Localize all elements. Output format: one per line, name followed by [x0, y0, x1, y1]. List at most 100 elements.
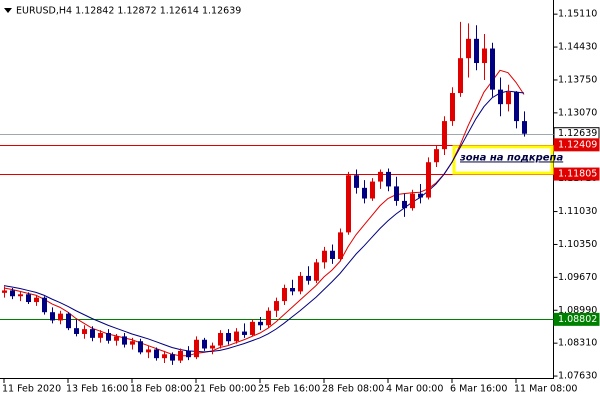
candle-body [378, 171, 383, 182]
candle-body [202, 339, 207, 349]
candle-body [242, 331, 247, 335]
candle-body [114, 336, 119, 341]
moving-average [3, 69, 525, 357]
candle-body [186, 350, 191, 358]
candle-body [98, 333, 103, 338]
x-tick-label: 25 Feb 16:00 [258, 384, 320, 395]
candle-body [170, 354, 175, 361]
candle-body [18, 294, 23, 297]
y-tick-label: 1.08310 [558, 338, 597, 349]
candle-body [354, 175, 359, 188]
moving-average [3, 90, 525, 353]
candle-body [410, 193, 415, 209]
candle-body [122, 336, 127, 345]
candle-body [74, 328, 79, 334]
x-tick-label: 18 Feb 08:00 [130, 384, 192, 395]
candle-body [162, 354, 167, 359]
y-tick-label: 1.07630 [558, 371, 597, 382]
candle-body [34, 297, 39, 303]
candle-body [226, 333, 231, 342]
candle-body [450, 93, 455, 122]
x-tick-label: 28 Feb 08:00 [322, 384, 384, 395]
candle-body [490, 48, 495, 90]
y-tick-label: 1.13750 [558, 74, 597, 85]
candle-body [154, 349, 159, 359]
candle-body [386, 171, 391, 187]
x-tick-label: 6 Mar 16:00 [450, 384, 507, 395]
candle-body [306, 275, 311, 281]
candle-body [50, 312, 55, 321]
candle-body [346, 175, 351, 233]
y-tick-label: 1.15110 [558, 9, 597, 20]
candle-body [370, 181, 375, 199]
y-tick-label: 1.11030 [558, 206, 597, 217]
candle-body [26, 294, 31, 303]
candle-body [250, 321, 255, 335]
x-tick-label: 11 Mar 08:00 [514, 384, 577, 395]
candle-body [90, 329, 95, 338]
candle-body [506, 92, 511, 105]
candle-body [106, 333, 111, 341]
candle-body [178, 350, 183, 361]
x-tick-label: 11 Feb 2020 [2, 384, 61, 395]
candle-body [402, 200, 407, 209]
candle-body [82, 329, 87, 334]
candle-body [458, 58, 463, 94]
level-label: 1.12409 [558, 139, 597, 150]
candle-body [442, 121, 447, 150]
candle-body [194, 339, 199, 358]
candle-body [130, 341, 135, 345]
y-tick-label: 1.10350 [558, 239, 597, 250]
candle-body [482, 48, 487, 64]
candle-body [10, 290, 15, 297]
y-tick-label: 1.09670 [558, 272, 597, 283]
candle-body [322, 250, 327, 263]
candle-body [66, 313, 71, 329]
y-tick-label: 1.14430 [558, 42, 597, 53]
candle-body [426, 162, 431, 198]
candle-body [146, 349, 151, 353]
candle-body [58, 313, 63, 321]
candle-body [274, 301, 279, 311]
level-label-box [553, 167, 600, 181]
level-label-box [553, 138, 600, 152]
level-label: 1.08802 [558, 314, 597, 325]
level-label: 1.12639 [558, 128, 597, 139]
x-tick-label: 21 Feb 00:00 [194, 384, 256, 395]
candle-body [362, 187, 367, 199]
candle-body [514, 92, 519, 122]
level-label: 1.11805 [558, 169, 597, 180]
candle-body [418, 193, 423, 198]
candle-body [474, 38, 479, 64]
y-tick-label: 1.13070 [558, 107, 597, 118]
candle-body [498, 89, 503, 105]
x-tick-label: 13 Feb 16:00 [66, 384, 128, 395]
x-tick-label: 4 Mar 00:00 [386, 384, 443, 395]
candle-body [330, 250, 335, 259]
candle-body [434, 149, 439, 163]
menu-triangle [4, 8, 12, 13]
candle-body [394, 186, 399, 201]
candle-body [234, 331, 239, 342]
annotation: зона на подкрепа [459, 152, 563, 163]
candle-body [266, 310, 271, 326]
candle-body [258, 321, 263, 326]
candle-body [522, 121, 527, 134]
candle-body [314, 262, 319, 281]
candle-body [466, 38, 471, 59]
candle-body [282, 288, 287, 302]
level-label-box [553, 312, 600, 326]
chart-title: EURUSD,H4 1.12842 1.12872 1.12614 1.1263… [16, 6, 241, 17]
candle-body [42, 297, 47, 313]
candle-body [218, 333, 223, 346]
y-tick-label: 1.08990 [558, 305, 597, 316]
candle-body [138, 341, 143, 353]
candle-body [290, 288, 295, 292]
candle-body [298, 275, 303, 292]
candle-body [2, 290, 7, 293]
candle-body [338, 232, 343, 259]
candle-body [210, 345, 215, 349]
support-zone [452, 145, 554, 175]
